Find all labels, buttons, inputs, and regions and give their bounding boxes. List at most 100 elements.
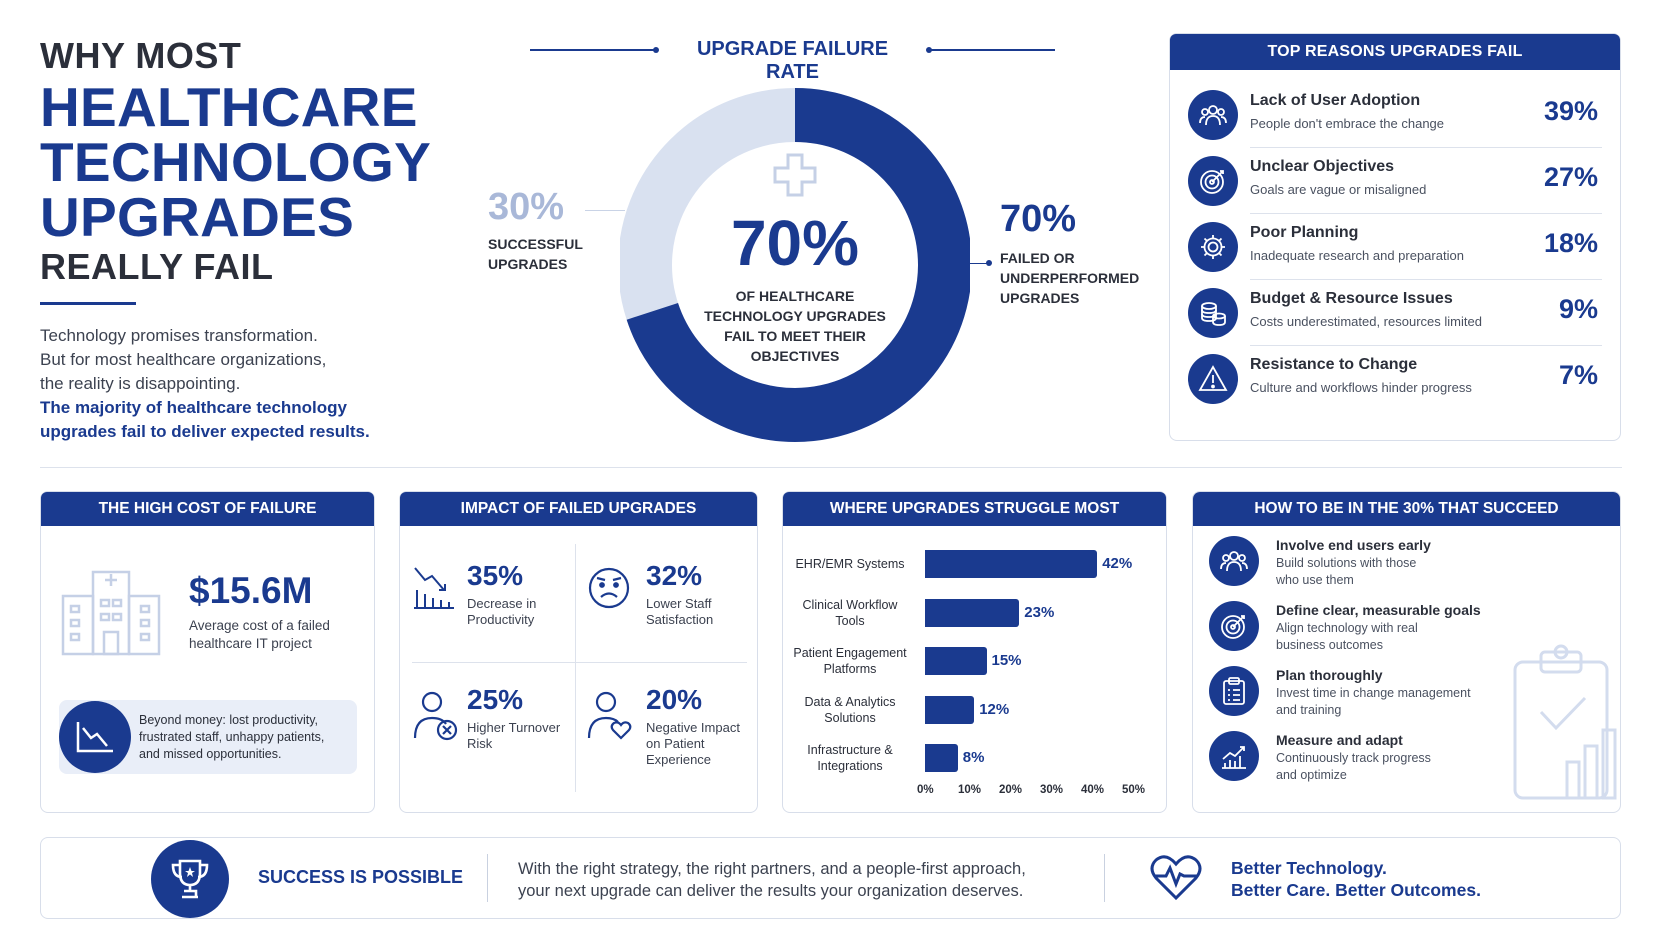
donut-center-caption: OF HEALTHCARE TECHNOLOGY UPGRADES FAIL T… — [690, 286, 900, 366]
impact-pct-1: 35% — [467, 560, 524, 591]
impact-label-2: Lower Staff Satisfaction — [646, 596, 713, 628]
success-label-line2: UPGRADES — [488, 256, 568, 272]
reason-subtitle: People don't embrace the change — [1250, 116, 1445, 131]
impact-label-1-line1: Decrease in — [467, 596, 537, 611]
reason-title: Budget & Resource Issues — [1250, 290, 1453, 307]
gear-icon — [1188, 222, 1238, 272]
tip-title: Involve end users early — [1276, 537, 1431, 553]
bar — [925, 744, 958, 772]
heart-pulse-icon — [1150, 855, 1202, 901]
bar-category-label: Patient Engagement Platforms — [785, 645, 915, 677]
declining-chart-icon — [414, 567, 454, 609]
footer-message: With the right strategy, the right partn… — [518, 858, 1026, 902]
intro-line3: the reality is disappointing. — [40, 374, 241, 393]
success-pct: 30% — [488, 186, 565, 228]
center-caption-line2: TECHNOLOGY UPGRADES — [704, 308, 886, 324]
tip-subtitle-line1: Continuously track progress — [1276, 751, 1431, 765]
tips-card: HOW TO BE IN THE 30% THAT SUCCEED Involv… — [1192, 491, 1621, 813]
intro-line1: Technology promises transformation. — [40, 326, 318, 345]
fail-label-line1: FAILED OR — [1000, 250, 1075, 266]
cost-note-line1: Beyond money: lost productivity, — [139, 713, 319, 727]
tip-title: Define clear, measurable goals — [1276, 602, 1481, 618]
coins-icon — [1188, 288, 1238, 338]
reason-subtitle: Costs underestimated, resources limited — [1250, 314, 1482, 329]
bar-value-label: 23% — [1024, 603, 1055, 621]
bar-value-label: 8% — [962, 749, 985, 766]
cost-title: THE HIGH COST OF FAILURE — [41, 492, 374, 526]
reason-subtitle: Inadequate research and preparation — [1250, 248, 1464, 263]
x-tick-label: 30% — [1040, 784, 1064, 796]
tip-subtitle-line2: and optimize — [1276, 768, 1347, 782]
impact-label-3-line1: Higher Turnover — [467, 720, 561, 735]
bar-category-line1: Data & Analytics — [804, 694, 896, 709]
tip-subtitle: Invest time in change management and tra… — [1276, 685, 1486, 719]
clipboard-chart-icon — [1513, 644, 1617, 800]
cost-amount-caption: Average cost of a failed healthcare IT p… — [189, 617, 330, 653]
x-tick-label: 10% — [958, 784, 982, 796]
center-caption-line3: FAIL TO MEET THEIR — [724, 328, 866, 344]
bar-category-line2: Platforms — [823, 662, 877, 676]
reason-divider — [1250, 213, 1602, 214]
footer-message-line1: With the right strategy, the right partn… — [518, 860, 1026, 878]
footer-tagline: Better Technology. Better Care. Better O… — [1231, 857, 1481, 901]
cost-card: THE HIGH COST OF FAILURE $15.6M Average … — [40, 491, 375, 813]
impact-label-3-line2: Risk — [467, 736, 493, 751]
x-tick-label: 50% — [1122, 784, 1146, 796]
fail-label: FAILED OR UNDERPERFORMED UPGRADES — [1000, 248, 1139, 308]
cost-note-line3: and missed opportunities. — [139, 747, 282, 761]
reason-divider — [1250, 279, 1602, 280]
impact-pct-3: 25% — [467, 684, 524, 715]
reason-pct: 39% — [1543, 96, 1598, 126]
headline-line5: REALLY FAIL — [40, 245, 274, 287]
bar-category-line1: Clinical Workflow — [802, 597, 898, 612]
cost-note-box: Beyond money: lost productivity, frustra… — [59, 700, 357, 774]
intro-line2: But for most healthcare organizations, — [40, 350, 327, 369]
user-remove-icon — [413, 691, 458, 741]
impact-label-2-line2: Satisfaction — [646, 612, 714, 627]
struggle-card: WHERE UPGRADES STRUGGLE MOST EHR/EMR Sys… — [782, 491, 1167, 813]
reasons-title: TOP REASONS UPGRADES FAIL — [1170, 34, 1620, 70]
footer-divider-right — [1104, 854, 1105, 902]
reason-pct: 27% — [1543, 162, 1598, 192]
footer-divider-left — [487, 854, 488, 902]
footer-banner: SUCCESS IS POSSIBLE With the right strat… — [40, 837, 1621, 919]
success-possible: SUCCESS IS POSSIBLE — [258, 867, 464, 887]
reason-divider — [1250, 345, 1602, 346]
bar — [925, 647, 987, 675]
headline-line1: WHY MOST — [40, 35, 242, 76]
medical-cross-icon — [773, 153, 817, 197]
reason-item: Unclear Objectives Goals are vague or mi… — [1188, 148, 1602, 214]
bar-value-label: 15% — [991, 652, 1022, 669]
users-icon — [1209, 536, 1259, 586]
reason-title: Unclear Objectives — [1250, 158, 1395, 175]
reason-item: Poor Planning Inadequate research and pr… — [1188, 214, 1602, 280]
reason-divider — [1250, 147, 1602, 148]
bar-category-line1: EHR/EMR Systems — [795, 557, 905, 571]
donut-chart — [620, 88, 970, 442]
intro-bold2: upgrades fail to deliver expected result… — [40, 422, 370, 441]
clipboard-icon — [1209, 666, 1259, 716]
target-icon — [1188, 156, 1238, 206]
bar-category-line2: Integrations — [817, 759, 883, 773]
cost-note-text: Beyond money: lost productivity, frustra… — [139, 712, 324, 763]
tip-subtitle: Align technology with real business outc… — [1276, 620, 1486, 654]
title-rule-right — [930, 49, 1055, 51]
unhappy-face-icon — [588, 567, 630, 609]
fail-label-line2: UNDERPERFORMED — [1000, 270, 1140, 286]
hospital-building-icon — [61, 570, 161, 656]
declining-chart-icon — [59, 701, 131, 773]
target-icon — [1209, 601, 1259, 651]
tip-title: Measure and adapt — [1276, 732, 1403, 748]
donut-fail-segment — [626, 88, 970, 442]
bar-category-line2: Solutions — [824, 710, 876, 725]
intro: Technology promises transformation. But … — [40, 324, 420, 444]
impact-label-4-line2: on Patient — [646, 736, 705, 751]
success-label: SUCCESSFUL UPGRADES — [488, 234, 583, 274]
tip-subtitle-line1: Invest time in change management — [1276, 686, 1471, 700]
x-tick-label: 40% — [1081, 784, 1105, 796]
fail-leader-line — [948, 263, 990, 264]
headline-line3: TECHNOLOGY — [40, 130, 432, 193]
bar — [925, 598, 1020, 627]
title-dot-right — [926, 47, 932, 53]
tip-subtitle: Build solutions with those who use them — [1276, 555, 1486, 589]
